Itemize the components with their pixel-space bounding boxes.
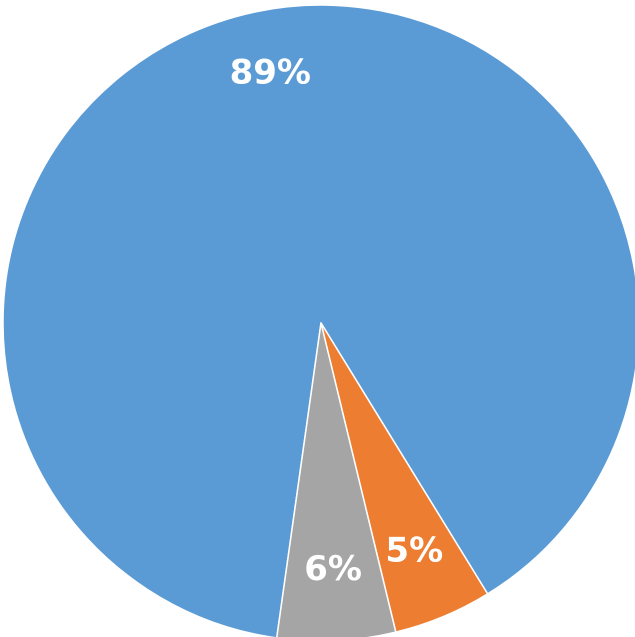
data-label-5-pct: 5% xyxy=(385,531,443,571)
data-label-6-pct: 6% xyxy=(304,549,362,589)
pie-data-labels: 89% 5% 6% xyxy=(230,53,444,590)
pie-slice-6-pct xyxy=(276,322,397,637)
data-label-89-pct: 89% xyxy=(230,53,311,93)
pie-slice-89-pct xyxy=(2,4,635,637)
pie-slices xyxy=(2,4,635,637)
